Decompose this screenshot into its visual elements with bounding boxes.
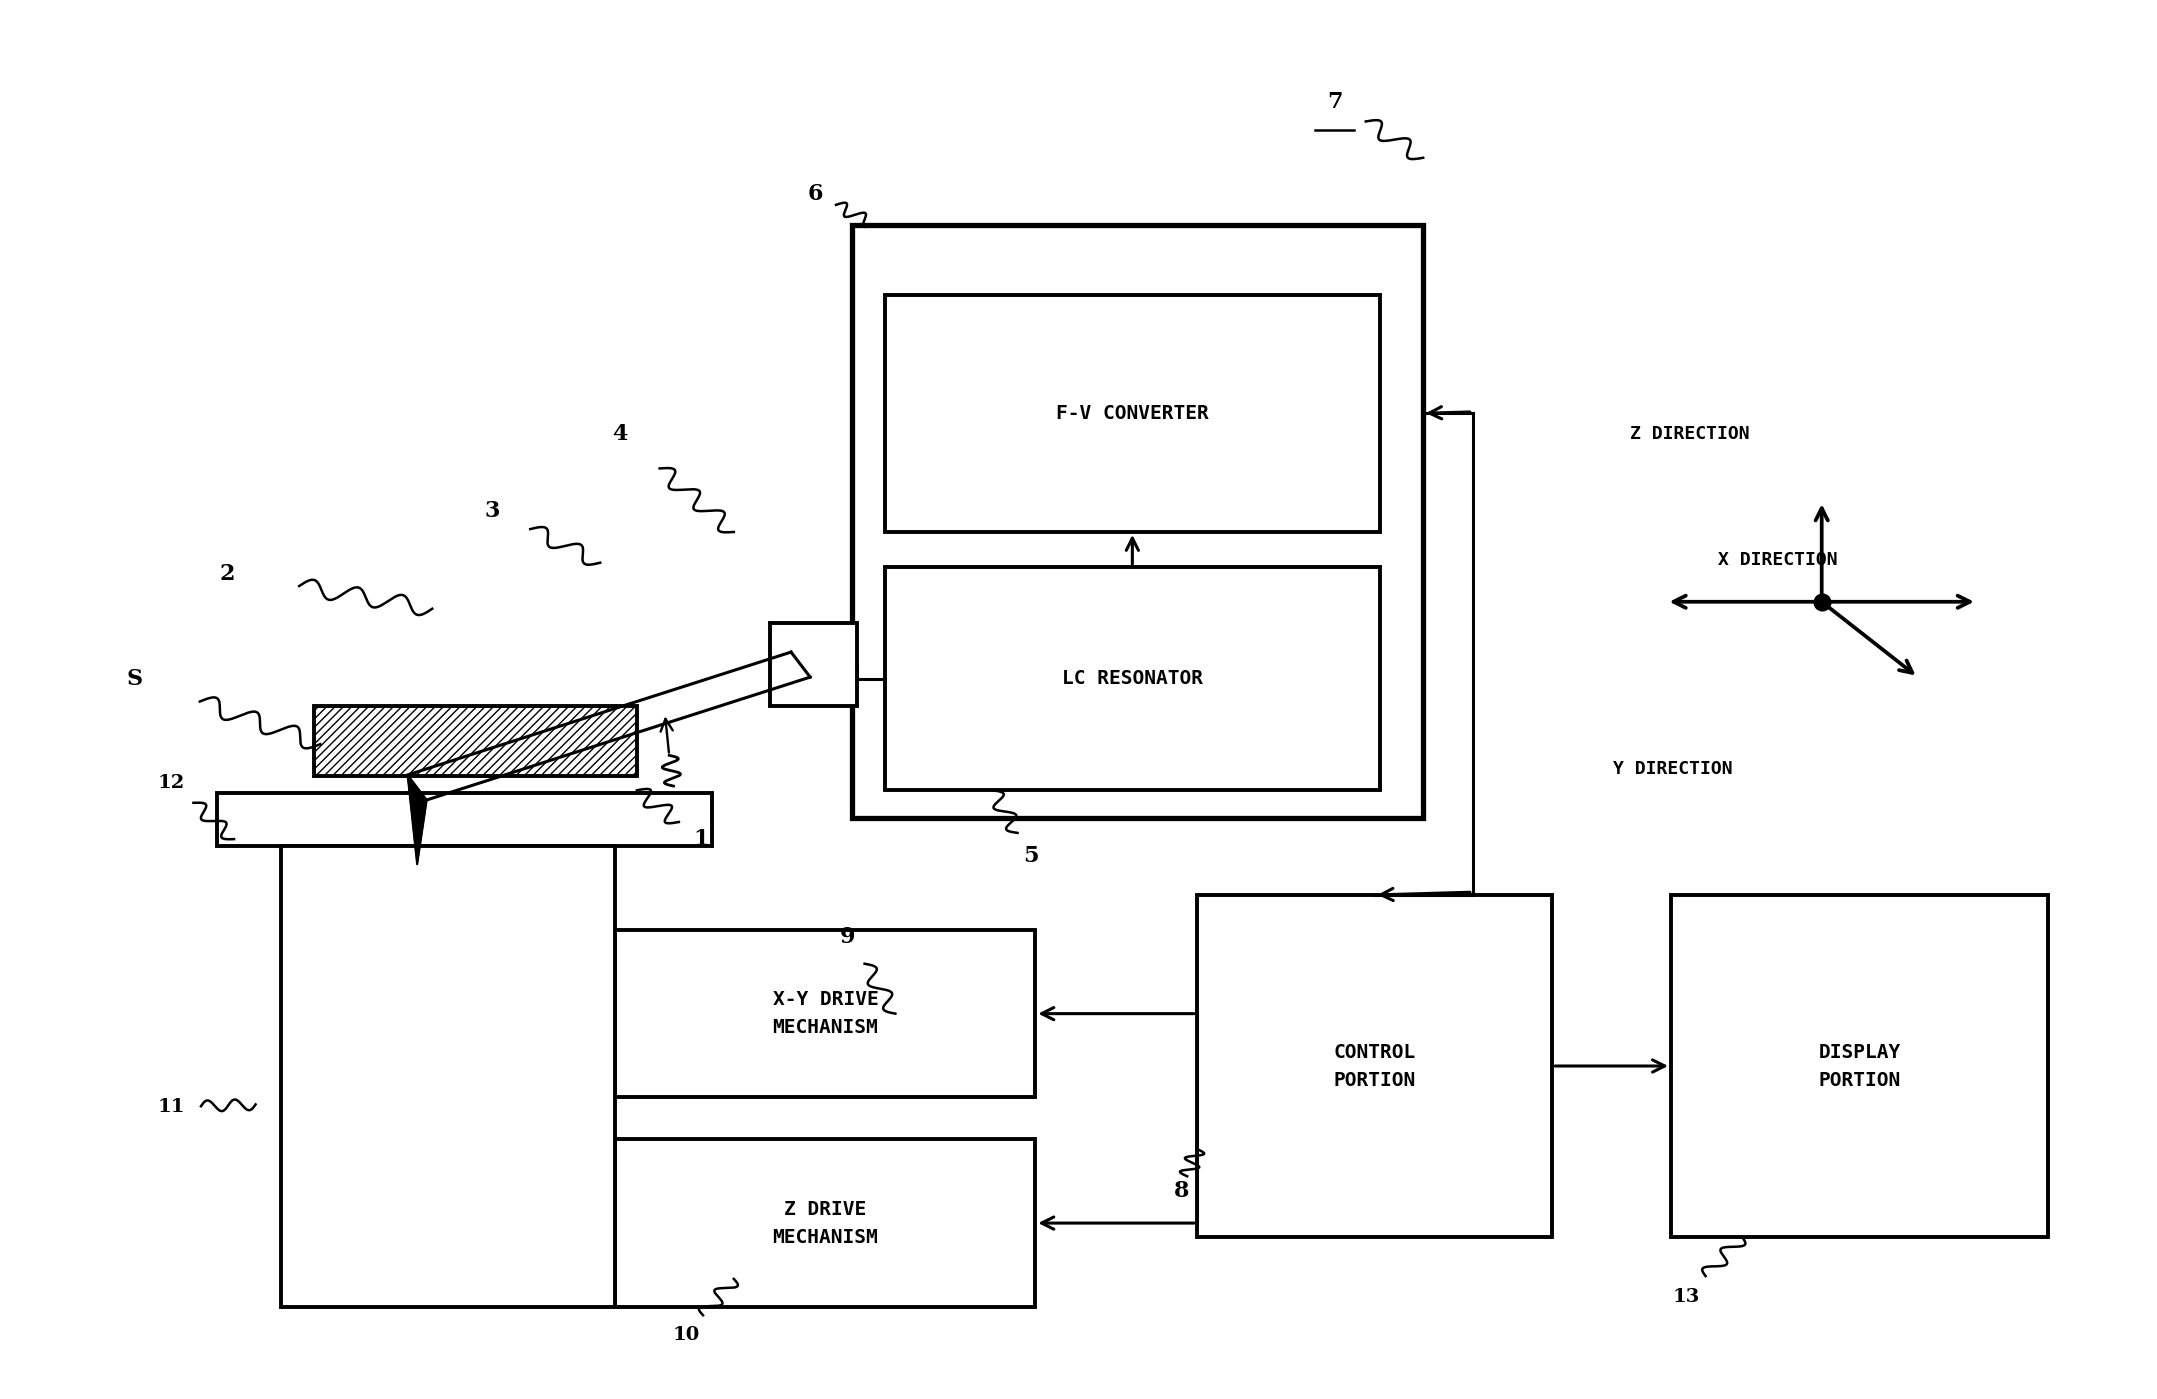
Text: 13: 13	[1672, 1288, 1700, 1307]
Text: 9: 9	[841, 926, 856, 949]
Bar	[615, 930, 1035, 1097]
Bar	[615, 1139, 1035, 1307]
Bar	[852, 225, 1424, 818]
Text: Z DIRECTION: Z DIRECTION	[1631, 425, 1749, 443]
Polygon shape	[408, 775, 427, 865]
Bar	[1672, 895, 2047, 1237]
Text: 7: 7	[1327, 91, 1342, 113]
Text: X-Y DRIVE
MECHANISM: X-Y DRIVE MECHANISM	[772, 990, 878, 1037]
Bar	[218, 793, 712, 846]
Text: 2: 2	[220, 562, 235, 585]
Bar	[884, 567, 1380, 790]
Bar	[770, 623, 856, 706]
Text: 12: 12	[157, 774, 186, 792]
Text: 10: 10	[673, 1326, 701, 1344]
Bar	[884, 295, 1380, 532]
Text: F-V CONVERTER: F-V CONVERTER	[1057, 404, 1208, 422]
Text: X DIRECTION: X DIRECTION	[1719, 551, 1838, 569]
Text: 6: 6	[809, 183, 824, 206]
Text: S: S	[127, 667, 142, 690]
Bar	[1197, 895, 1553, 1237]
Text: CONTROL
PORTION: CONTROL PORTION	[1333, 1042, 1415, 1090]
Text: 1: 1	[695, 828, 710, 851]
Bar	[313, 706, 636, 776]
Text: Z DRIVE
MECHANISM: Z DRIVE MECHANISM	[772, 1199, 878, 1247]
Bar	[280, 846, 615, 1307]
Text: DISPLAY
PORTION: DISPLAY PORTION	[1818, 1042, 1900, 1090]
Text: LC RESONATOR: LC RESONATOR	[1061, 669, 1204, 688]
Text: Y DIRECTION: Y DIRECTION	[1613, 760, 1732, 778]
Text: 8: 8	[1173, 1179, 1191, 1202]
Text: 5: 5	[1022, 845, 1040, 867]
Text: 4: 4	[613, 424, 628, 445]
Text: 11: 11	[157, 1098, 186, 1116]
Text: 3: 3	[485, 499, 500, 522]
